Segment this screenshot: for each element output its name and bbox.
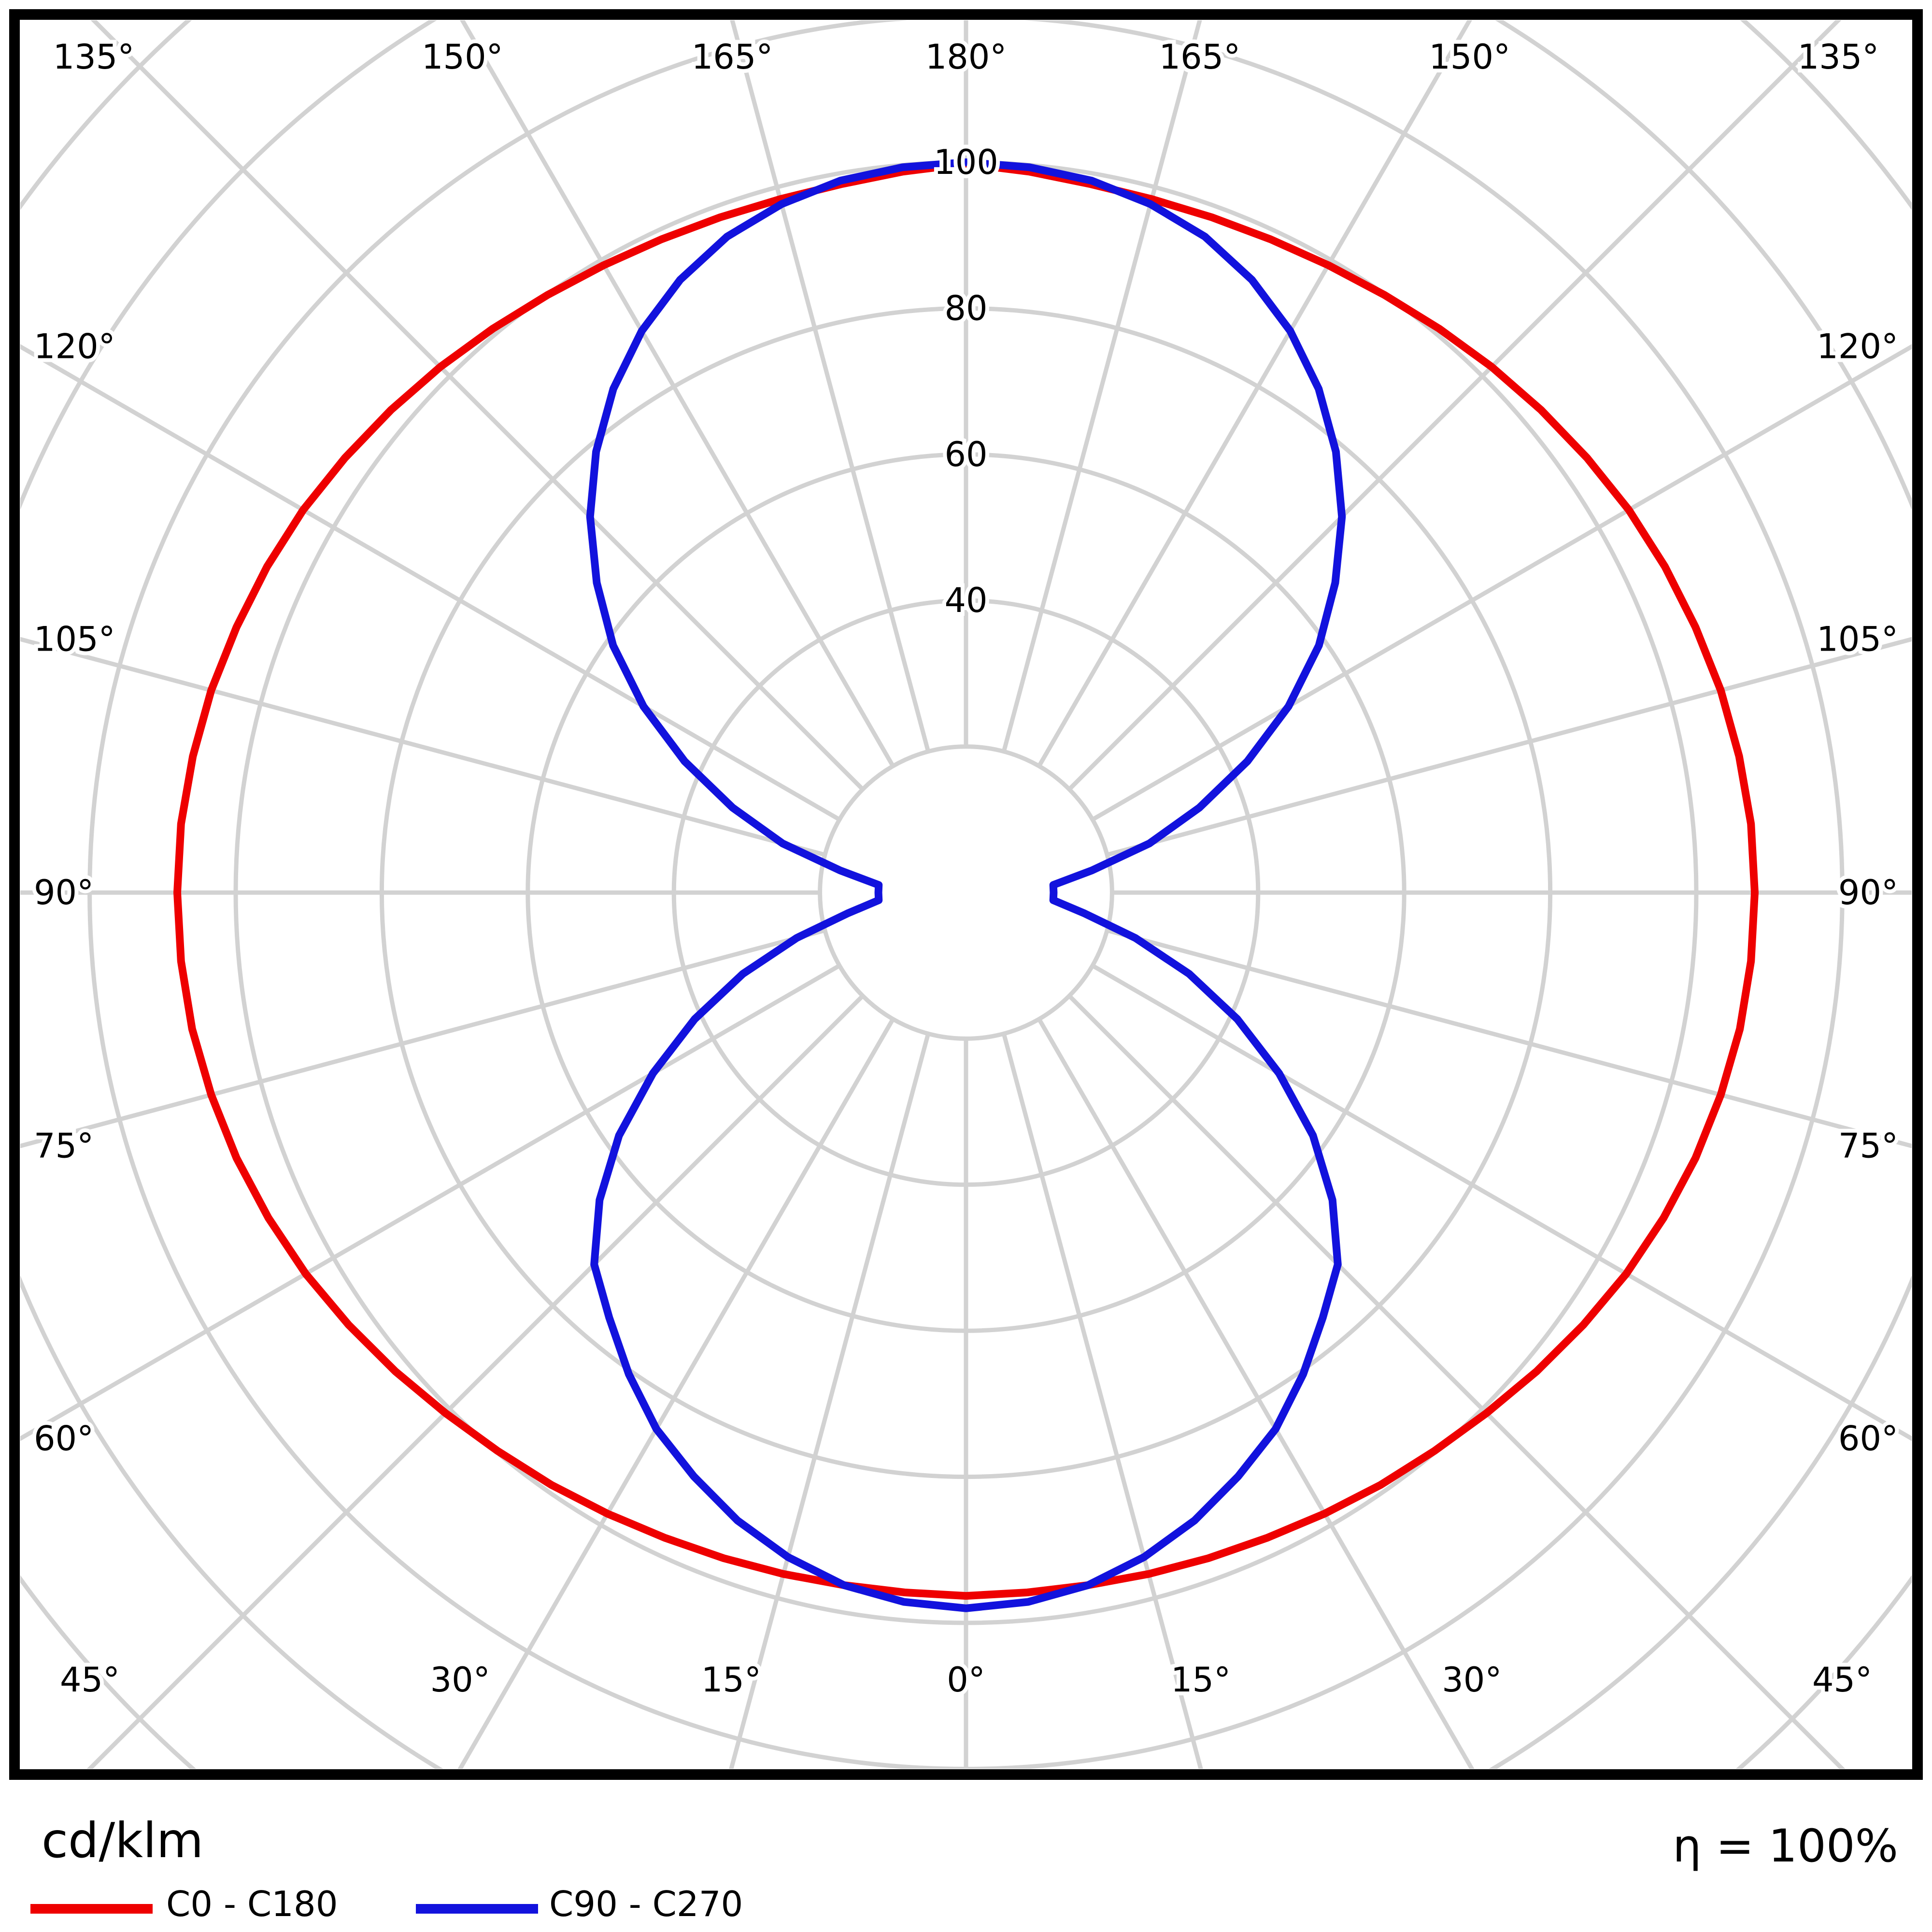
angle-label-right-120: 120° [1817,327,1898,367]
legend-swatch-c90-c270 [416,1904,538,1914]
angle-label-bottom-right-30: 30° [1442,1660,1502,1700]
efficiency-value: η = 100% [1673,1820,1898,1873]
grid-spoke-345 [729,1033,931,1769]
legend-label-c90-c270: C90 - C270 [549,1884,743,1924]
angle-label-left-120: 120° [34,327,115,367]
grid-spoke-165 [1001,20,1202,753]
grid-spoke-60 [1091,964,1912,1441]
ring-label-80: 80 [944,288,987,328]
grid-spoke-285 [20,928,826,1149]
grid-spoke-195 [730,20,931,753]
angle-label-bottom-right-15: 15° [1171,1660,1231,1700]
grid-spoke-75 [1106,928,1912,1149]
grid-spoke-240 [20,344,841,822]
angle-label-bottom-left-15: 15° [701,1660,761,1700]
grid-spoke-225 [90,20,865,791]
curve-c90-c270 [586,158,1346,1612]
angle-label-left-60: 60° [34,1419,94,1458]
legend: C0 - C180 C90 - C270 [0,1884,1932,1932]
grid-spoke-150 [1037,20,1472,767]
plot-border [9,9,1923,1780]
angle-label-right-105: 105° [1817,619,1898,659]
unit-label: cd/klm [42,1812,204,1869]
angle-label-left-105: 105° [34,619,115,659]
grid-spoke-15 [1001,1033,1203,1769]
grid-spoke-45 [1067,994,1846,1769]
angle-label-top-right-165: 165° [1159,37,1241,77]
grid-spoke-105 [1106,637,1912,857]
angle-label-bottom-left-30: 30° [430,1660,490,1700]
grid-spoke-330 [457,1018,895,1769]
angle-label-top-left-165: 165° [692,37,773,77]
grid-spoke-210 [460,20,895,767]
grid-spoke-30 [1037,1018,1475,1769]
angle-label-bottom-left-0: 0° [947,1660,985,1700]
legend-label-c0-c180: C0 - C180 [166,1884,338,1924]
grid-ring-20 [818,744,1114,1041]
grid-spoke-255 [20,637,826,857]
grid-spoke-315 [86,994,865,1769]
angle-label-right-90: 90° [1838,873,1898,912]
angle-label-right-75: 75° [1838,1126,1898,1166]
angle-label-top-right-135: 135° [1798,37,1879,77]
angle-label-top-left-150: 150° [422,37,503,77]
legend-swatch-c0-c180 [30,1904,153,1914]
ring-label-60: 60 [944,435,987,474]
ring-label-100: 100 [934,142,998,182]
angle-label-top-left-135: 135° [53,37,135,77]
grid-spoke-120 [1091,344,1912,822]
angle-label-top-left-180: 180° [925,37,1007,77]
angle-label-bottom-right-45: 45° [1812,1660,1872,1700]
angle-label-top-right-150: 150° [1429,37,1510,77]
grid-spoke-300 [20,964,841,1441]
angle-label-left-90: 90° [34,873,94,912]
ring-label-40: 40 [944,581,987,620]
angle-label-bottom-left-45: 45° [60,1660,120,1700]
grid-spoke-135 [1067,20,1842,791]
angle-label-left-75: 75° [34,1126,94,1166]
angle-label-right-60: 60° [1838,1419,1898,1458]
